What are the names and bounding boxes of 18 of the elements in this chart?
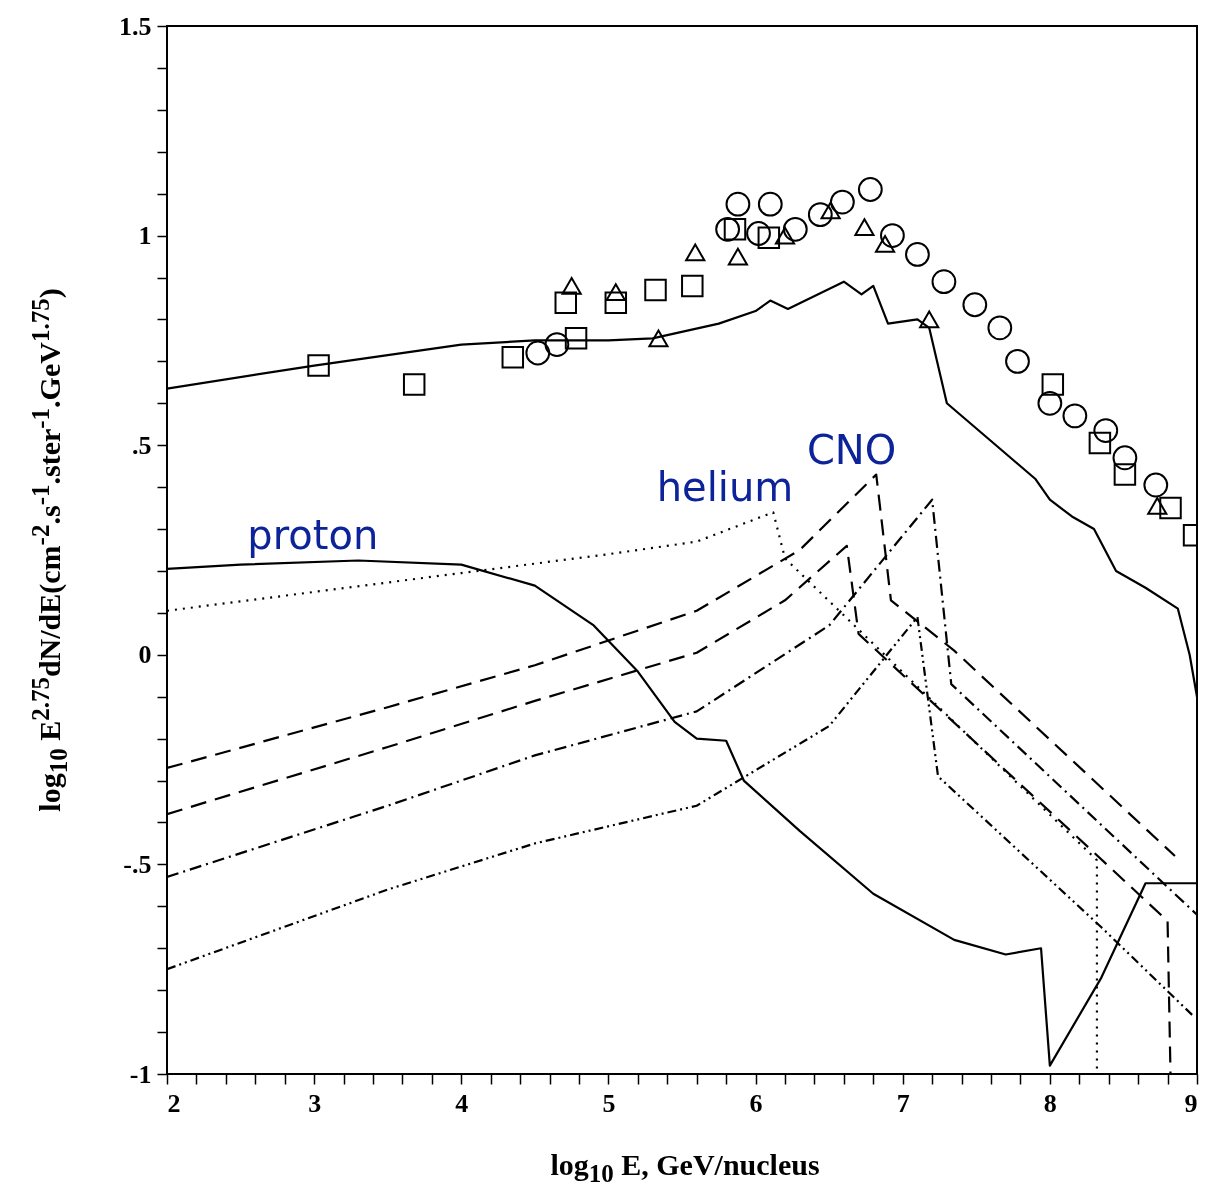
y-tick-label: .5 [132,430,152,460]
x-tick-label: 4 [455,1088,469,1118]
series-label: CNO [806,426,897,473]
series-label: proton [247,512,379,559]
y-tick-label: 0 [138,640,152,670]
y-tick-label: 1.5 [119,11,152,41]
x-tick-label: 5 [602,1088,616,1118]
x-tick-label: 9 [1184,1088,1198,1118]
x-axis-title: log$_{10}$ E, GeV/nucleus [550,1148,820,1188]
y-tick-label: 1 [138,221,152,251]
x-tick-label: 6 [749,1088,763,1118]
x-tick-label: 2 [167,1088,181,1118]
x-tick-label: 8 [1043,1088,1057,1118]
y-tick-label: -1 [129,1059,152,1089]
x-tick-label: 7 [896,1088,910,1118]
x-tick-label: 3 [308,1088,322,1118]
series-label: helium [656,464,794,511]
y-tick-label: -.5 [123,849,152,879]
